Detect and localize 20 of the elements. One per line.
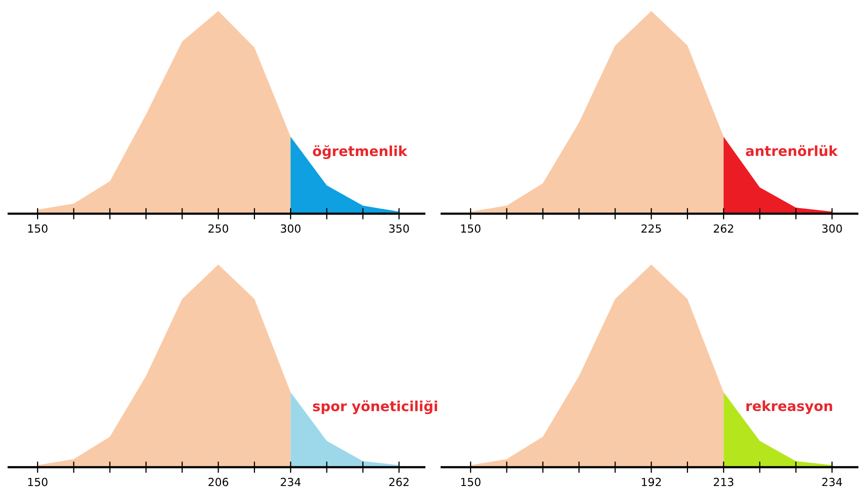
x-tick-label: 206 xyxy=(208,478,228,486)
x-tick-label: 150 xyxy=(28,478,48,486)
series-label: rekreasyon xyxy=(746,400,832,414)
series-label: antrenörlük xyxy=(746,145,838,156)
x-tick-label: 300 xyxy=(822,224,842,233)
x-tick-label: 250 xyxy=(208,224,228,233)
x-tick-label: 213 xyxy=(714,478,734,486)
x-tick-label: 150 xyxy=(28,224,48,233)
x-tick-label: 300 xyxy=(280,224,300,233)
x-tick-label: 262 xyxy=(389,478,409,486)
x-tick-label: 225 xyxy=(642,224,661,233)
series-label: öğretmenlik xyxy=(312,145,408,160)
x-tick-label: 150 xyxy=(461,224,480,233)
series-label: spor yöneticiliği xyxy=(313,400,438,414)
x-tick-label: 234 xyxy=(280,478,301,486)
x-tick-label: 262 xyxy=(714,224,734,233)
x-tick-label: 150 xyxy=(461,478,480,486)
x-tick-label: 192 xyxy=(642,478,661,486)
x-tick-label: 234 xyxy=(822,478,842,486)
x-tick-label: 350 xyxy=(389,224,409,233)
